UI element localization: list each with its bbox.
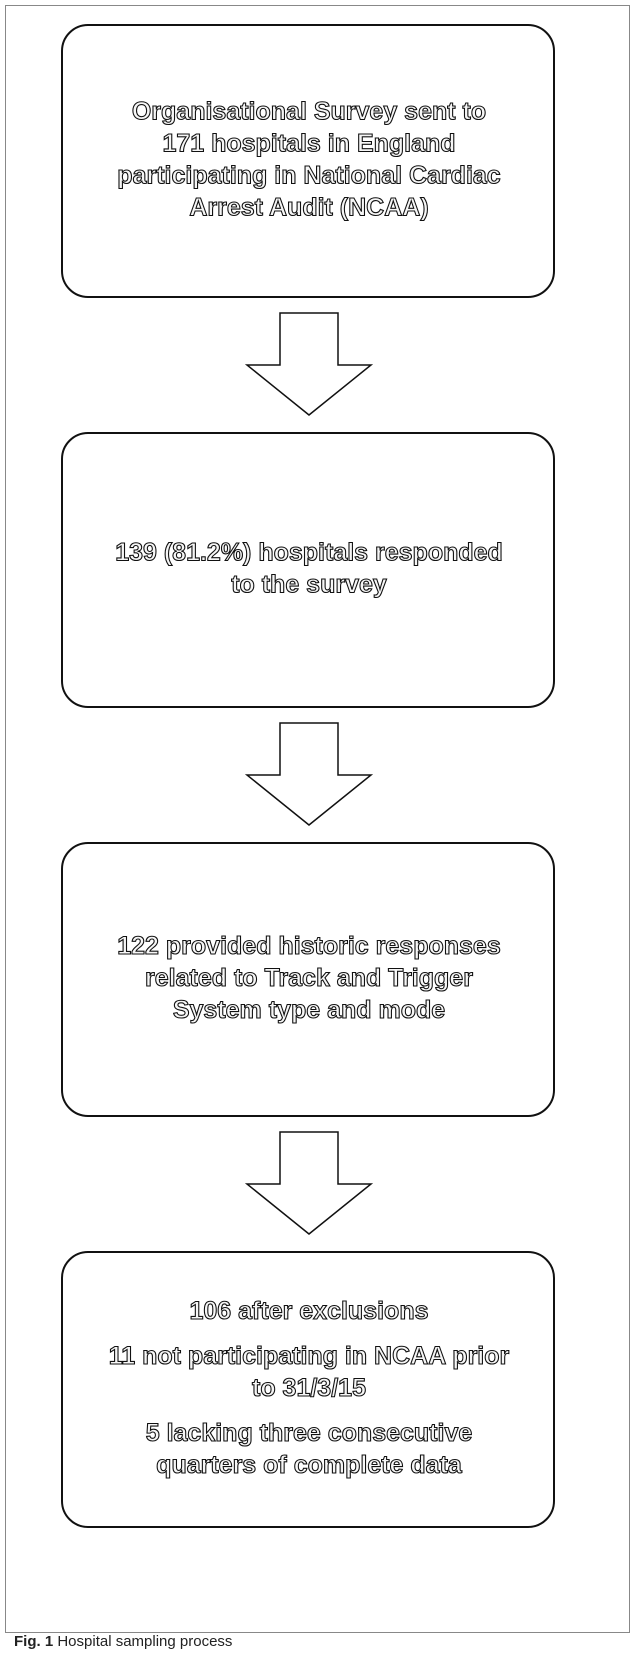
box-text: to 31/3/15	[252, 1374, 366, 1402]
box-text: 11 not participating in NCAA prior	[109, 1342, 510, 1370]
flow-box	[61, 432, 555, 708]
box-text: Arrest Audit (NCAA)	[189, 194, 428, 222]
flow-box	[61, 24, 555, 298]
box-text: to the survey	[231, 571, 387, 599]
flow-arrow	[244, 312, 374, 416]
box-text: participating in National Cardiac	[117, 162, 500, 190]
box-text: System type and mode	[173, 996, 445, 1024]
caption: Fig. 1 Hospital sampling process	[14, 1633, 232, 1650]
box-text: 171 hospitals in England	[162, 130, 455, 158]
box-text: 139 (81.2%) hospitals responded	[115, 539, 503, 567]
caption-text: Hospital sampling process	[57, 1633, 232, 1650]
box-text: 122 provided historic responses	[117, 932, 500, 960]
flow-arrow	[244, 722, 374, 826]
box-text: related to Track and Trigger	[145, 964, 473, 992]
box-text: 5 lacking three consecutive	[146, 1419, 473, 1447]
caption-label: Fig. 1	[14, 1633, 53, 1650]
flow-arrow	[244, 1131, 374, 1235]
flow-box	[61, 842, 555, 1117]
figure-frame	[5, 5, 630, 1633]
box-text: 106 after exclusions	[189, 1297, 428, 1325]
box-text: quarters of complete data	[156, 1451, 463, 1479]
box-text: Organisational Survey sent to	[132, 98, 486, 126]
flow-box	[61, 1251, 555, 1528]
